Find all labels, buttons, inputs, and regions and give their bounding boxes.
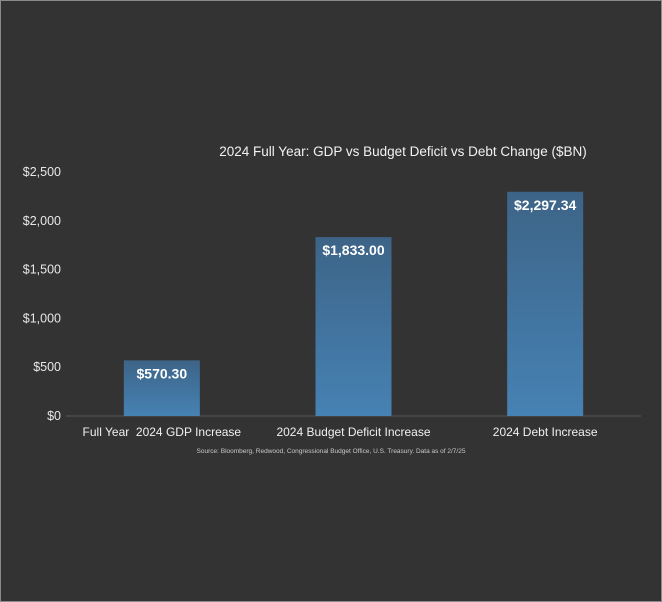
data-label: $2,297.34 bbox=[514, 197, 576, 213]
x-tick-label: 2024 Budget Deficit Increase bbox=[276, 425, 430, 439]
bar bbox=[315, 237, 392, 416]
data-label: $570.30 bbox=[137, 365, 188, 381]
x-tick-label: 2024 Debt Increase bbox=[493, 425, 598, 439]
y-tick-label: $2,000 bbox=[23, 214, 61, 228]
y-tick-label: $500 bbox=[33, 360, 61, 374]
bar bbox=[507, 191, 584, 416]
bars: $570.30 $1,833.00 $2,297.34 bbox=[123, 191, 584, 416]
x-tick-label: Full Year 2024 GDP Increase bbox=[83, 425, 242, 439]
data-label: $1,833.00 bbox=[322, 242, 384, 258]
y-tick-label: $0 bbox=[47, 409, 61, 423]
x-axis: Full Year 2024 GDP Increase 2024 Budget D… bbox=[83, 425, 598, 439]
y-tick-label: $2,500 bbox=[23, 165, 61, 179]
chart-title: 2024 Full Year: GDP vs Budget Deficit vs… bbox=[219, 144, 586, 159]
y-tick-label: $1,500 bbox=[23, 263, 61, 277]
source-note: Source: Bloomberg, Redwood, Congressiona… bbox=[197, 448, 466, 455]
y-axis: $0 $500 $1,000 $1,500 $2,000 $2,500 bbox=[23, 165, 61, 423]
bar bbox=[123, 360, 200, 416]
y-tick-label: $1,000 bbox=[23, 311, 61, 325]
